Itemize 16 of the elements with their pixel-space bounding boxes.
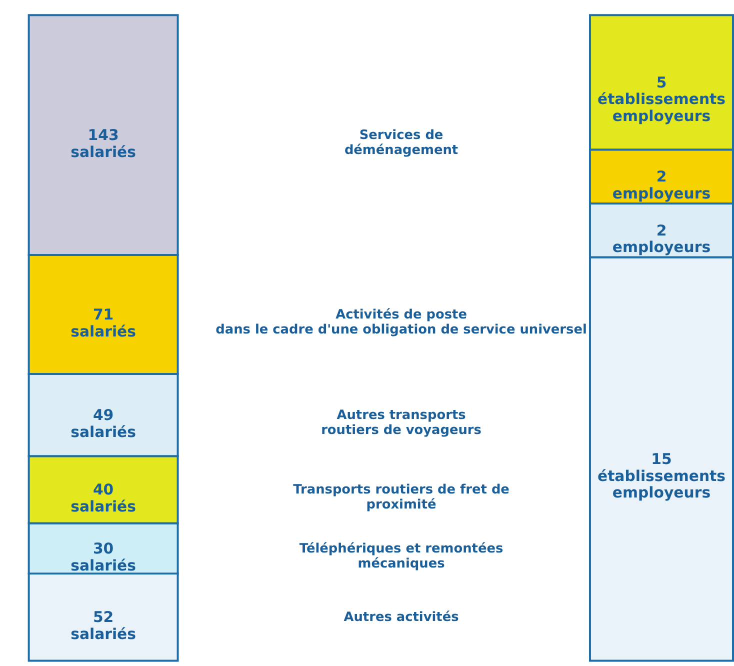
data-label: 2 employeurs [612, 168, 711, 202]
data-label: 52 salariés [70, 608, 136, 644]
data-label: 40 salariés [70, 480, 136, 516]
text: Autres transports routiers de voyageurs [321, 408, 482, 438]
data-label: 30 salariés [70, 539, 136, 574]
text: Autres activités [344, 610, 460, 626]
data-label: 15 établissements employeurs [597, 450, 726, 502]
data-label: 143 salariés [70, 126, 136, 161]
data-label: 5 établissements employeurs [597, 73, 726, 126]
text: Services de déménagement [344, 128, 458, 158]
text: Transports routiers de fret de proximité [293, 482, 510, 513]
text: Téléphériques et remontées mécaniques [299, 541, 504, 572]
text: Activités de poste dans le cadre d'une obligation de service universel [216, 307, 587, 338]
data-label: 2 employeurs [612, 221, 711, 256]
data-label: 49 salariés [70, 406, 136, 441]
data-label: 71 salariés [70, 305, 136, 340]
